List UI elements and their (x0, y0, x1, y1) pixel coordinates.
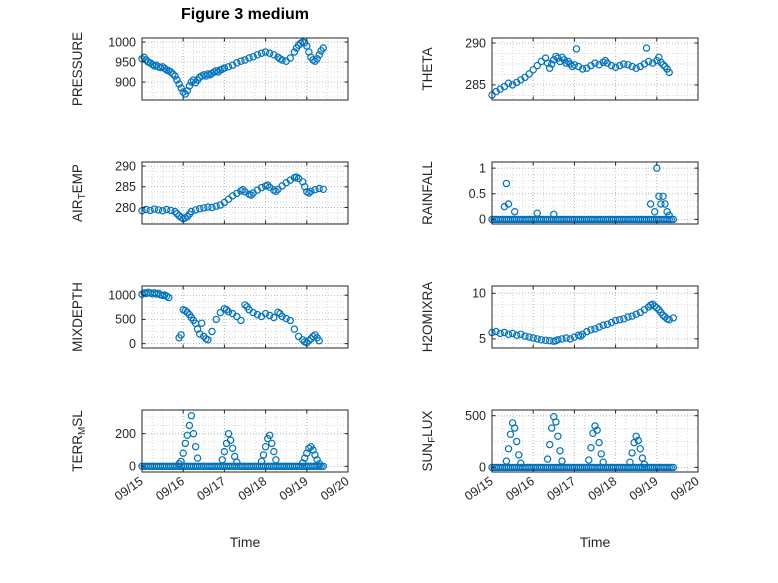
ylabel-h2omixra: H2OMIXRA (420, 281, 435, 353)
xlabel-left: Time (229, 534, 261, 550)
h2omixra-plot: 5 10 (472, 285, 699, 349)
svg-text:09/17: 09/17 (194, 474, 228, 503)
title-row: Figure 3 medium (62, 6, 354, 36)
svg-text:5: 5 (479, 332, 486, 346)
terr-msl-plot: 09/15 09/16 09/17 09/18 09/19 09/20 0 200 (112, 409, 352, 503)
svg-text:280: 280 (115, 201, 136, 215)
svg-text:09/20: 09/20 (668, 474, 702, 503)
ylabel-theta: THETA (420, 47, 435, 91)
subplot-h2omixra: H2OMIXRA 5 10 (412, 281, 704, 353)
figure-title: Figure 3 medium (180, 6, 310, 23)
svg-text:285: 285 (465, 78, 486, 92)
svg-text:09/16: 09/16 (503, 474, 537, 503)
svg-text:09/19: 09/19 (277, 474, 311, 503)
svg-text:500: 500 (115, 313, 136, 327)
right-column: THETA 285 290 RAINFALL 0 0.5 1 H2OMIXRA 5 10… (412, 6, 704, 583)
svg-text:1000: 1000 (108, 36, 136, 49)
svg-text:290: 290 (465, 36, 486, 50)
subplot-pressure: PRESSURE 900 950 1000 (62, 31, 354, 107)
left-column: Figure 3 medium PRESSURE 900 950 1000 AIRT… (62, 6, 354, 583)
svg-text:09/19: 09/19 (627, 474, 661, 503)
svg-text:09/18: 09/18 (586, 474, 620, 503)
svg-text:09/15: 09/15 (462, 474, 496, 503)
ylabel-air-temp: AIRTEMP (70, 164, 88, 222)
subplot-sun-flux: SUNFLUX 09/15 09/16 09/17 09/18 09/19 09/20 0 5… (412, 408, 704, 520)
sun-flux-plot: 09/15 09/16 09/17 09/18 09/19 09/20 0 500 (462, 409, 702, 503)
svg-text:285: 285 (115, 180, 136, 194)
subplot-mixdepth: MIXDEPTH 0 500 1000 (62, 282, 354, 352)
ylabel-pressure: PRESSURE (70, 31, 85, 107)
svg-text:200: 200 (115, 427, 136, 441)
air-temp-plot: 280 285 290 (115, 160, 349, 225)
subplot-terr-msl: TERRMSL 09/15 09/16 09/17 09/18 09/19 09/20 0 2… (62, 408, 354, 520)
pressure-plot: 900 950 1000 (108, 36, 349, 101)
ylabel-terr-msl: TERRMSL (70, 410, 88, 472)
svg-text:10: 10 (472, 287, 486, 301)
mixdepth-plot: 0 500 1000 (108, 285, 349, 350)
subplot-air-temp: AIRTEMP 280 285 290 (62, 160, 354, 226)
subplot-rainfall: RAINFALL 0 0.5 1 (412, 160, 704, 226)
svg-text:290: 290 (115, 160, 136, 173)
svg-text:0: 0 (129, 337, 136, 350)
svg-text:0: 0 (129, 460, 136, 474)
svg-text:0.5: 0.5 (469, 187, 486, 201)
svg-text:0: 0 (479, 461, 486, 475)
svg-text:09/17: 09/17 (544, 474, 578, 503)
svg-text:0: 0 (479, 213, 486, 226)
ylabel-rainfall: RAINFALL (420, 161, 435, 225)
svg-text:950: 950 (115, 55, 136, 69)
svg-text:1000: 1000 (108, 289, 136, 303)
title-spacer (412, 6, 704, 36)
xlabel-right: Time (579, 534, 611, 550)
rainfall-plot: 00.51 (469, 161, 699, 226)
svg-text:09/16: 09/16 (153, 474, 187, 503)
svg-text:500: 500 (465, 409, 486, 423)
ylabel-sun-flux: SUNFLUX (420, 410, 438, 472)
svg-text:1: 1 (479, 161, 486, 175)
theta-plot: 285 290 (465, 36, 699, 101)
svg-text:09/20: 09/20 (318, 474, 352, 503)
svg-text:09/18: 09/18 (236, 474, 270, 503)
ylabel-mixdepth: MIXDEPTH (70, 282, 85, 352)
subplot-theta: THETA 285 290 (412, 36, 704, 102)
svg-text:900: 900 (115, 75, 136, 89)
svg-text:09/15: 09/15 (112, 474, 146, 503)
